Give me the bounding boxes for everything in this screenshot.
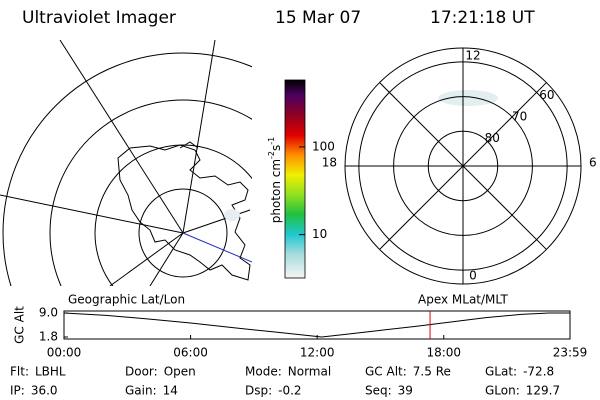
geo-map [0,40,252,286]
date: 15 Mar 07 [275,8,361,28]
x-tick-label: 23:59 [553,346,588,360]
colorbar-label: photon cm-2s-1 [267,137,283,224]
timeline-left-label: Geographic Lat/Lon [68,293,185,307]
x-tick-label: 12:00 [300,346,335,360]
footer-value: Open [164,365,196,379]
footer-value: 129.7 [526,384,560,398]
mlt-label: 6 [589,156,597,170]
y-tick-label: 1.8 [39,330,58,344]
footer-value: 36.0 [31,384,58,398]
aurora [438,90,498,106]
x-tick-label: 18:00 [426,346,461,360]
footer-value: LBHL [35,365,66,379]
timeline-ylabel: GC Alt [13,306,27,344]
footer-key: GLon: [485,384,520,398]
footer-value: -0.2 [278,384,301,398]
time: 17:21:18 UT [430,8,535,28]
mlt-label: 0 [469,269,477,283]
footer-key: Dsp: [245,384,272,398]
timeline-frame [63,310,571,340]
mlt-label: 18 [322,156,337,170]
title: Ultraviolet Imager [22,8,176,28]
footer-value: 39 [398,384,413,398]
footer-key: Flt: [10,365,29,379]
x-tick-label: 00:00 [47,346,82,360]
x-tick-label: 06:00 [173,346,208,360]
footer-key: Mode: [245,365,282,379]
footer-value: -72.8 [523,365,554,379]
lat-label: 70 [512,110,527,124]
footer-value: Normal [288,365,331,379]
colorbar-tick-label: 100 [312,139,335,153]
y-tick-label: 9.0 [39,306,58,320]
gc-alt-line [63,312,570,338]
lat-label: 60 [539,88,554,102]
timeline-right-label: Apex MLat/MLT [418,293,508,307]
footer-key: Door: [125,365,158,379]
footer-key: GLat: [485,365,517,379]
colorbar [284,79,306,279]
footer-value: 7.5 Re [413,365,451,379]
footer-key: Gain: [125,384,157,398]
mlt-line [379,82,547,250]
footer-key: Seq: [365,384,392,398]
colorbar-tick-label: 10 [312,227,327,241]
footer-key: GC Alt: [365,365,407,379]
mlt-label: 12 [465,49,480,63]
footer-value: 14 [163,384,178,398]
lat-label: 80 [485,131,500,145]
footer-key: IP: [10,384,25,398]
